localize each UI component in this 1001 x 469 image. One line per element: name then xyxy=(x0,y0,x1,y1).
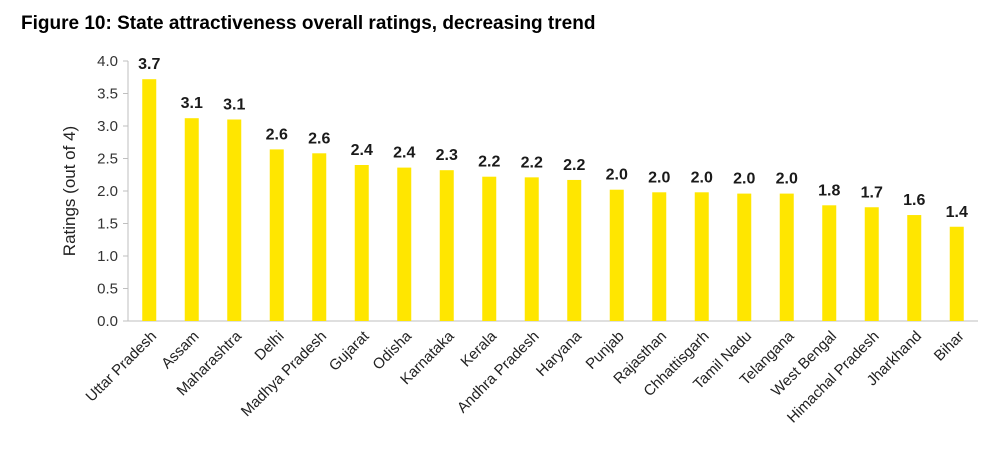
bar xyxy=(482,176,497,321)
y-tick-label: 3.0 xyxy=(97,118,118,135)
bar xyxy=(439,170,454,321)
bar xyxy=(822,205,837,321)
data-label: 3.7 xyxy=(138,56,160,73)
bar xyxy=(397,167,412,321)
y-tick-label: 0.5 xyxy=(97,281,118,298)
x-tick-label: Gujarat xyxy=(326,327,373,374)
data-label: 2.6 xyxy=(266,126,288,143)
bar xyxy=(354,165,369,321)
bar xyxy=(142,79,157,321)
x-tick-label: Uttar Pradesh xyxy=(83,328,160,405)
bar xyxy=(567,179,582,321)
data-label: 2.0 xyxy=(648,169,670,186)
data-label: 2.0 xyxy=(776,171,798,188)
bar xyxy=(779,193,794,321)
data-label: 2.6 xyxy=(308,130,330,147)
data-label: 1.6 xyxy=(903,192,925,209)
bar xyxy=(949,226,964,321)
y-tick-label: 0.0 xyxy=(97,313,118,330)
data-label: 1.8 xyxy=(818,182,840,199)
x-tick-label: Delhi xyxy=(251,328,287,364)
data-label: 2.3 xyxy=(436,147,458,164)
bar xyxy=(694,192,709,321)
y-tick-label: 3.5 xyxy=(97,86,118,103)
y-tick-label: 1.0 xyxy=(97,248,118,265)
chart-axes: 0.0 0.5 1.0 1.5 2.0 2.5 3.0 3.5 4.0 Ratings (out … xyxy=(60,53,978,330)
bar xyxy=(269,149,284,321)
bar xyxy=(652,192,667,321)
x-tick-label: Haryana xyxy=(533,327,586,380)
bar xyxy=(312,153,327,321)
y-tick-label: 1.5 xyxy=(97,216,118,233)
bar xyxy=(609,189,624,321)
y-tick-label: 4.0 xyxy=(97,53,118,70)
data-label: 2.2 xyxy=(478,154,500,171)
data-label: 3.1 xyxy=(181,95,203,112)
data-label: 2.0 xyxy=(606,167,628,184)
data-label: 3.1 xyxy=(223,97,245,114)
chart-bars xyxy=(142,79,964,321)
data-label: 2.0 xyxy=(733,171,755,188)
bar xyxy=(524,177,539,321)
data-label: 1.7 xyxy=(861,184,883,201)
x-tick-label: Bihar xyxy=(931,328,968,365)
y-axis-title: Ratings (out of 4) xyxy=(60,126,79,256)
y-tick-label: 2.0 xyxy=(97,183,118,200)
bar xyxy=(864,207,879,321)
bar xyxy=(907,215,922,321)
data-label: 2.4 xyxy=(351,142,373,159)
data-label: 2.2 xyxy=(563,157,585,174)
y-tick-label: 2.5 xyxy=(97,151,118,168)
chart-title: Figure 10: State attractiveness overall … xyxy=(21,13,596,34)
bar xyxy=(227,119,242,321)
chart-data-labels: 3.7 3.1 3.1 2.6 2.6 2.4 2.4 2.3 2.2 2.2 2.2 2.0 2.0 2… xyxy=(138,56,968,221)
bar xyxy=(737,193,752,321)
data-label: 2.0 xyxy=(691,169,713,186)
data-label: 1.4 xyxy=(946,204,968,221)
bar xyxy=(184,118,199,321)
data-label: 2.2 xyxy=(521,154,543,171)
data-label: 2.4 xyxy=(393,145,415,162)
